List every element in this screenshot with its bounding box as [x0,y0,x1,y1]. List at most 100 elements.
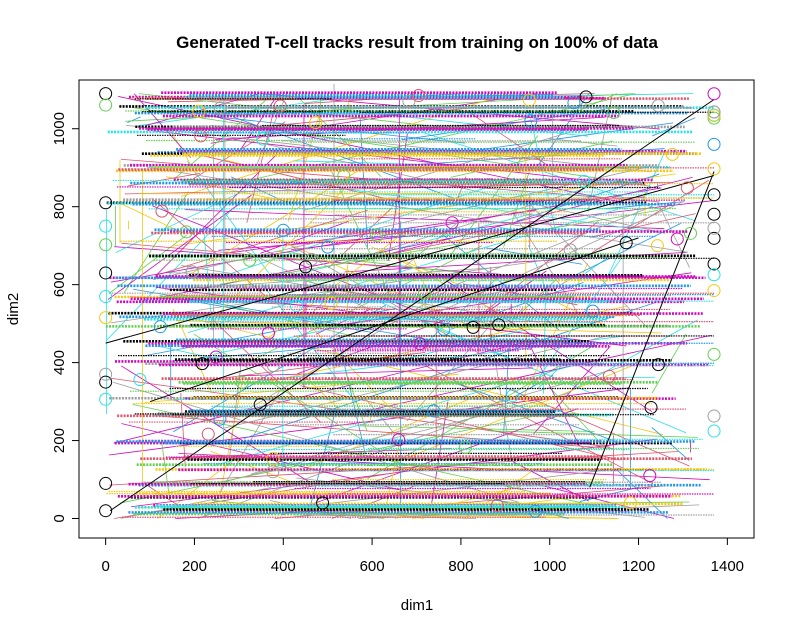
end-marker [213,412,227,426]
end-marker [321,240,335,254]
track-segment [161,441,171,501]
end-marker [492,318,506,332]
end-marker [670,232,684,246]
track-segment [238,93,279,153]
y-tick-label: 0 [51,514,68,522]
end-marker [623,496,637,510]
y-tick-label: 200 [51,428,68,453]
track-segment [330,272,692,327]
track-segment [521,194,649,329]
y-tick-label: 800 [51,194,68,219]
track-segment [292,180,660,233]
end-marker [579,90,593,104]
end-marker [266,465,280,479]
track-segment [589,213,696,238]
end-marker [707,188,721,202]
end-marker [651,358,665,372]
track-segment [375,501,690,506]
x-tick-label: 1200 [622,558,655,575]
end-marker [99,219,113,233]
end-marker [707,137,721,151]
end-marker [192,104,206,118]
start-marker [99,266,113,280]
track-segment [306,414,336,519]
x-tick-label: 800 [448,558,473,575]
track-segment [110,252,596,324]
end-marker [266,359,280,373]
end-marker [707,257,721,271]
end-marker [707,221,721,235]
track-segment [422,364,654,485]
end-marker [437,322,451,336]
end-marker [490,498,504,512]
x-tick-label: 1400 [711,558,744,575]
black-track [109,99,715,512]
end-marker [412,89,426,103]
end-marker [99,392,113,406]
end-marker [194,129,208,143]
track-segment [121,423,400,491]
track-segment [205,352,426,381]
end-marker [185,265,199,279]
end-marker [99,98,113,112]
track-segment [430,515,617,519]
x-tick-label: 1000 [533,558,566,575]
track-segment [219,210,658,285]
track-segment [305,378,518,469]
end-marker [133,373,147,387]
track-segment [180,393,186,467]
track-segment [241,245,483,367]
x-tick-label: 400 [271,558,296,575]
track-segment [420,131,696,222]
end-marker [506,389,520,403]
track-segment [503,338,511,437]
track-segment [123,191,189,293]
start-markers [99,87,721,518]
y-tick-label: 600 [51,272,68,297]
black-track [589,171,715,488]
end-marker [209,350,223,364]
end-marker [266,452,280,466]
track-segment [487,430,698,438]
track-segment [396,364,636,463]
end-marker [99,238,113,252]
black-track [149,237,639,403]
track-segment [107,194,252,300]
end-marker [528,504,542,518]
track-segment [430,401,449,506]
end-marker [707,268,721,282]
x-tick-label: 0 [101,558,109,575]
end-marker [289,299,303,313]
end-marker [459,440,473,454]
end-marker [665,147,679,161]
y-axis-label: dim2 [5,293,22,326]
end-marker [707,231,721,245]
end-marker [707,409,721,423]
track-segment [471,221,599,323]
track-segment [238,367,534,377]
end-marker [563,243,577,257]
black-track [105,175,715,344]
end-marker [707,105,721,119]
end-marker [337,169,351,183]
end-marker [316,496,330,510]
track-segment [186,170,359,277]
track-segment [145,484,180,507]
end-marker [644,401,658,415]
y-axis: 0 200 400 600 800 1000 [51,112,80,523]
track-segment [127,172,201,187]
end-marker [707,162,721,176]
track-segment [507,387,690,467]
track-segment [115,189,247,253]
end-marker [309,116,323,130]
end-marker [324,296,338,310]
end-marker [299,260,313,274]
end-marker [418,286,432,300]
end-marker [707,109,721,123]
end-marker [567,96,581,110]
end-marker [273,99,287,113]
end-marker [707,424,721,438]
track-segment [527,481,675,519]
end-marker [276,223,290,237]
